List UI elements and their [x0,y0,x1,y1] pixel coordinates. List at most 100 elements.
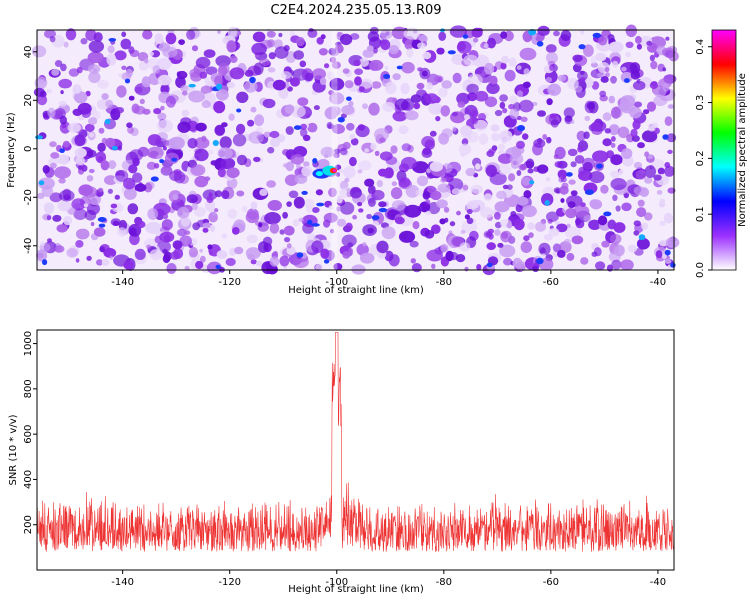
heatmap-cell [376,180,383,188]
heatmap-cell [444,217,449,223]
heatmap-cell [436,107,440,112]
heatmap-cell [573,205,590,218]
heatmap-cell [589,171,605,184]
heatmap-cell [300,123,307,130]
heatmap-cell [516,196,529,206]
heatmap-cell [368,102,380,116]
heatmap-cell [500,31,508,39]
heatmap-cell [226,81,236,89]
heatmap-cell [457,101,466,108]
heatmap-cell [288,190,299,199]
heatmap-cell [258,241,269,254]
heatmap-cell [75,156,85,166]
heatmap-cell [354,76,362,86]
heatmap-cell [97,187,104,193]
heatmap-cell [494,229,501,236]
heatmap-cell [149,249,163,261]
heatmap-cell [528,29,537,36]
heatmap-cell [283,225,295,236]
heatmap-cell [329,56,337,63]
heatmap-cell [608,41,624,53]
heatmap-cell [488,148,496,155]
heatmap-cell [371,189,385,201]
heatmap-cell [477,113,487,122]
heatmap-cell [586,101,595,110]
heatmap-cell [528,232,534,238]
heatmap-cell [266,180,276,188]
heatmap-cell [644,177,653,184]
heatmap-cell [416,82,425,90]
heatmap-cell [320,34,326,40]
heatmap-cell [301,190,308,195]
heatmap-cell [232,227,240,235]
heatmap-cell [470,109,479,118]
heatmap-cell [307,122,318,133]
heatmap-cell [659,239,669,247]
heatmap-cell [280,71,292,80]
heatmap-cell [646,40,653,46]
heatmap-cell [610,75,617,84]
heatmap-cell [153,163,160,169]
heatmap-cell [208,211,218,223]
heatmap-cell [630,128,638,138]
heatmap-cell [508,173,516,182]
heatmap-cell [335,164,342,171]
heatmap-cell [294,174,308,185]
heatmap-cell [448,178,464,191]
heatmap-cell [620,259,634,271]
heatmap-cell [338,168,344,174]
heatmap-cell [566,172,573,177]
heatmap-cell [165,95,176,108]
heatmap-cell [445,250,454,262]
heatmap-cell [522,133,529,140]
heatmap-cell [126,122,133,128]
heatmap-cell [373,128,390,141]
heatmap-cell [71,198,86,211]
heatmap-cell [439,218,446,225]
heatmap-cell [202,227,209,233]
heatmap-cell [268,52,276,60]
heatmap-cell [591,81,600,90]
heatmap-cell [409,240,419,248]
heatmap-cell [90,221,95,227]
heatmap-cell [302,222,314,234]
heatmap-cell [633,220,641,227]
heatmap-cell [527,168,534,174]
heatmap-cell [333,263,343,271]
heatmap-cell [328,47,337,56]
heatmap-cell [88,40,105,53]
heatmap-cell [486,242,497,251]
heatmap-cell [284,174,299,186]
heatmap-cell [337,116,345,123]
heatmap-cell [421,136,435,148]
heatmap-cell [311,223,320,227]
heatmap-cell [114,194,121,200]
heatmap-cell [443,206,450,213]
heatmap-cell [226,167,240,178]
heatmap-cell [147,208,159,220]
heatmap-cell [667,149,673,154]
heatmap-cell [156,154,163,160]
heatmap-cell [269,256,280,267]
heatmap-cell [357,169,363,174]
heatmap-cell [65,28,77,41]
snr-y-ticks: 200 400 600 800 1000 [23,331,37,534]
heatmap-cell [129,49,140,58]
heatmap-cell [333,152,340,159]
heatmap-cell [267,67,276,73]
heatmap-cell [353,59,361,67]
heatmap-cell [127,203,139,215]
heatmap-cell [358,208,364,213]
heatmap-cell [545,177,551,182]
heatmap-cell [508,57,517,67]
heatmap-cell [633,101,643,108]
heatmap-cell [498,153,513,164]
heatmap-cell [517,125,525,132]
heatmap-cell [195,260,204,270]
snr-x-tick-label: -120 [218,577,241,588]
heatmap-cell [578,170,593,182]
heatmap-cell [456,92,470,105]
heatmap-cell [597,72,603,78]
heatmap-cell [248,131,264,144]
